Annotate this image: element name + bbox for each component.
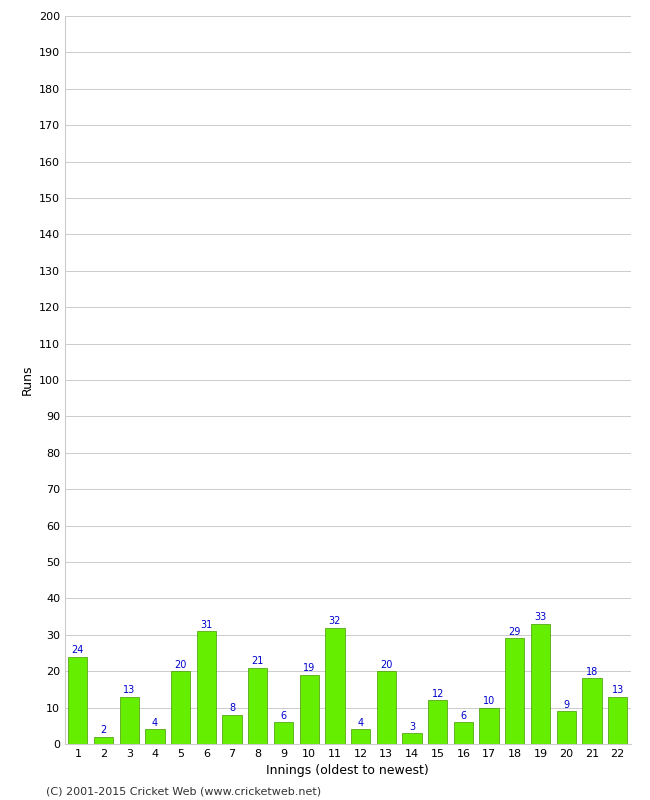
Text: 32: 32 <box>329 616 341 626</box>
Text: 12: 12 <box>432 689 444 699</box>
Bar <box>197 631 216 744</box>
Text: 6: 6 <box>460 710 467 721</box>
Bar <box>402 733 422 744</box>
Text: 13: 13 <box>123 686 135 695</box>
Text: 10: 10 <box>483 696 495 706</box>
Bar <box>171 671 190 744</box>
Text: 18: 18 <box>586 667 598 677</box>
Text: 33: 33 <box>534 613 547 622</box>
Bar <box>68 657 88 744</box>
Bar <box>556 711 576 744</box>
Bar <box>351 730 370 744</box>
Bar <box>325 627 344 744</box>
Text: 29: 29 <box>509 627 521 637</box>
Bar <box>248 667 267 744</box>
Bar <box>274 722 293 744</box>
Text: 9: 9 <box>563 700 569 710</box>
Text: 20: 20 <box>380 660 393 670</box>
Text: 20: 20 <box>174 660 187 670</box>
Text: 31: 31 <box>200 620 213 630</box>
Bar <box>505 638 525 744</box>
X-axis label: Innings (oldest to newest): Innings (oldest to newest) <box>266 765 429 778</box>
Text: 4: 4 <box>152 718 158 728</box>
Bar <box>454 722 473 744</box>
Y-axis label: Runs: Runs <box>20 365 33 395</box>
Bar <box>480 707 499 744</box>
Bar <box>582 678 602 744</box>
Text: 13: 13 <box>612 686 624 695</box>
Text: 8: 8 <box>229 703 235 714</box>
Text: 2: 2 <box>101 726 107 735</box>
Text: 24: 24 <box>72 645 84 655</box>
Bar <box>376 671 396 744</box>
Text: 3: 3 <box>409 722 415 732</box>
Text: 19: 19 <box>303 663 315 674</box>
Text: 21: 21 <box>252 656 264 666</box>
Text: 4: 4 <box>358 718 363 728</box>
Bar <box>94 737 113 744</box>
Bar <box>120 697 139 744</box>
Bar <box>428 700 447 744</box>
Bar <box>608 697 627 744</box>
Bar <box>300 675 319 744</box>
Text: (C) 2001-2015 Cricket Web (www.cricketweb.net): (C) 2001-2015 Cricket Web (www.cricketwe… <box>46 786 320 796</box>
Bar <box>531 624 550 744</box>
Bar <box>146 730 164 744</box>
Text: 6: 6 <box>280 710 287 721</box>
Bar <box>222 715 242 744</box>
